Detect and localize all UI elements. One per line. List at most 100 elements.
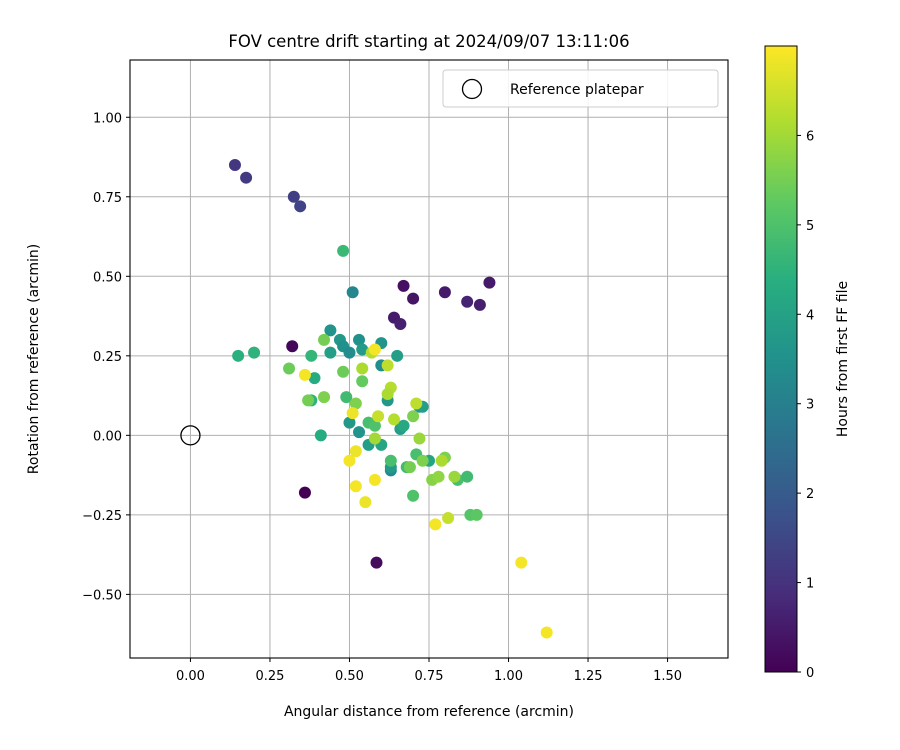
data-point bbox=[407, 489, 420, 502]
y-tick-label: −0.50 bbox=[82, 588, 122, 603]
colorbar-tick-label: 6 bbox=[806, 129, 814, 144]
data-point bbox=[305, 349, 318, 362]
data-point bbox=[356, 343, 369, 356]
y-tick-label: 0.75 bbox=[93, 191, 122, 206]
data-point bbox=[343, 454, 356, 467]
colorbar-label: Hours from first FF file bbox=[835, 281, 851, 437]
data-point bbox=[448, 470, 461, 483]
data-point bbox=[283, 362, 296, 375]
data-point bbox=[403, 461, 416, 474]
data-point bbox=[429, 518, 442, 531]
data-point bbox=[397, 279, 410, 292]
data-point bbox=[388, 413, 401, 426]
data-point bbox=[461, 295, 474, 308]
x-tick-label: 1.50 bbox=[653, 669, 682, 684]
data-point bbox=[473, 298, 486, 311]
x-axis-ticks: 0.00 0.25 0.50 0.75 1.00 1.25 1.50 bbox=[176, 658, 682, 684]
data-point bbox=[314, 429, 327, 442]
data-point bbox=[228, 158, 241, 171]
data-point bbox=[308, 372, 321, 385]
data-point bbox=[368, 473, 381, 486]
colorbar-tick-label: 5 bbox=[806, 219, 814, 234]
data-point bbox=[413, 432, 426, 445]
legend-box bbox=[442, 69, 719, 108]
data-point bbox=[337, 244, 350, 257]
data-point bbox=[232, 349, 245, 362]
data-point bbox=[416, 454, 429, 467]
chart-title: FOV centre drift starting at 2024/09/07 … bbox=[228, 32, 629, 51]
grid-lines bbox=[130, 60, 728, 658]
data-point bbox=[346, 407, 359, 420]
data-point bbox=[298, 368, 311, 381]
y-tick-label: 0.50 bbox=[93, 270, 122, 285]
data-point bbox=[294, 200, 307, 213]
data-point bbox=[432, 470, 445, 483]
data-point bbox=[540, 626, 553, 639]
data-point bbox=[438, 286, 451, 299]
x-tick-label: 0.00 bbox=[176, 669, 205, 684]
data-point bbox=[302, 394, 315, 407]
data-point bbox=[356, 375, 369, 388]
data-point bbox=[381, 387, 394, 400]
colorbar-tick-label: 3 bbox=[806, 398, 814, 413]
x-tick-label: 0.50 bbox=[335, 669, 364, 684]
data-point bbox=[515, 556, 528, 569]
data-point bbox=[381, 359, 394, 372]
y-axis-ticks: −0.50 −0.25 0.00 0.25 0.50 0.75 1.00 bbox=[82, 111, 130, 603]
reference-platepar-marker bbox=[180, 425, 201, 446]
y-tick-label: 0.25 bbox=[93, 350, 122, 365]
data-point bbox=[368, 419, 381, 432]
data-points bbox=[228, 158, 553, 639]
x-tick-label: 1.25 bbox=[574, 669, 603, 684]
data-point bbox=[368, 343, 381, 356]
data-point bbox=[384, 454, 397, 467]
y-axis-label: Rotation from reference (arcmin) bbox=[26, 244, 42, 474]
data-point bbox=[324, 346, 337, 359]
x-axis-label: Angular distance from reference (arcmin) bbox=[284, 704, 574, 720]
colorbar-ticks: 0 1 2 3 4 5 6 bbox=[797, 129, 814, 681]
data-point bbox=[324, 324, 337, 337]
data-point bbox=[410, 397, 423, 410]
colorbar bbox=[764, 45, 798, 673]
x-tick-label: 0.25 bbox=[255, 669, 284, 684]
data-point bbox=[397, 419, 410, 432]
data-point bbox=[368, 432, 381, 445]
y-tick-label: 0.00 bbox=[93, 429, 122, 444]
data-point bbox=[340, 391, 353, 404]
data-point bbox=[483, 276, 496, 289]
data-point bbox=[370, 556, 383, 569]
data-point bbox=[349, 397, 362, 410]
data-point bbox=[353, 333, 366, 346]
colorbar-tick-label: 2 bbox=[806, 487, 814, 502]
colorbar-tick-label: 4 bbox=[806, 308, 814, 323]
data-point bbox=[337, 365, 350, 378]
data-point bbox=[442, 512, 455, 525]
data-point bbox=[349, 445, 362, 458]
data-point bbox=[359, 496, 372, 509]
data-point bbox=[353, 426, 366, 439]
data-point bbox=[391, 349, 404, 362]
data-point bbox=[240, 171, 253, 184]
data-point bbox=[298, 486, 311, 499]
data-point bbox=[343, 346, 356, 359]
data-point bbox=[372, 410, 385, 423]
data-point bbox=[286, 340, 299, 353]
y-tick-label: −0.25 bbox=[82, 509, 122, 524]
data-point bbox=[349, 480, 362, 493]
x-tick-label: 1.00 bbox=[494, 669, 523, 684]
x-tick-label: 0.75 bbox=[415, 669, 444, 684]
data-point bbox=[346, 286, 359, 299]
data-point bbox=[470, 508, 483, 521]
data-point bbox=[287, 190, 300, 203]
data-point bbox=[318, 333, 331, 346]
data-point bbox=[407, 292, 420, 305]
data-point bbox=[407, 410, 420, 423]
data-point bbox=[248, 346, 261, 359]
data-point bbox=[394, 318, 407, 331]
data-point bbox=[435, 454, 448, 467]
data-point bbox=[461, 470, 474, 483]
legend-open-circle-icon bbox=[461, 78, 483, 100]
colorbar-tick-label: 0 bbox=[806, 666, 814, 681]
data-point bbox=[318, 391, 331, 404]
